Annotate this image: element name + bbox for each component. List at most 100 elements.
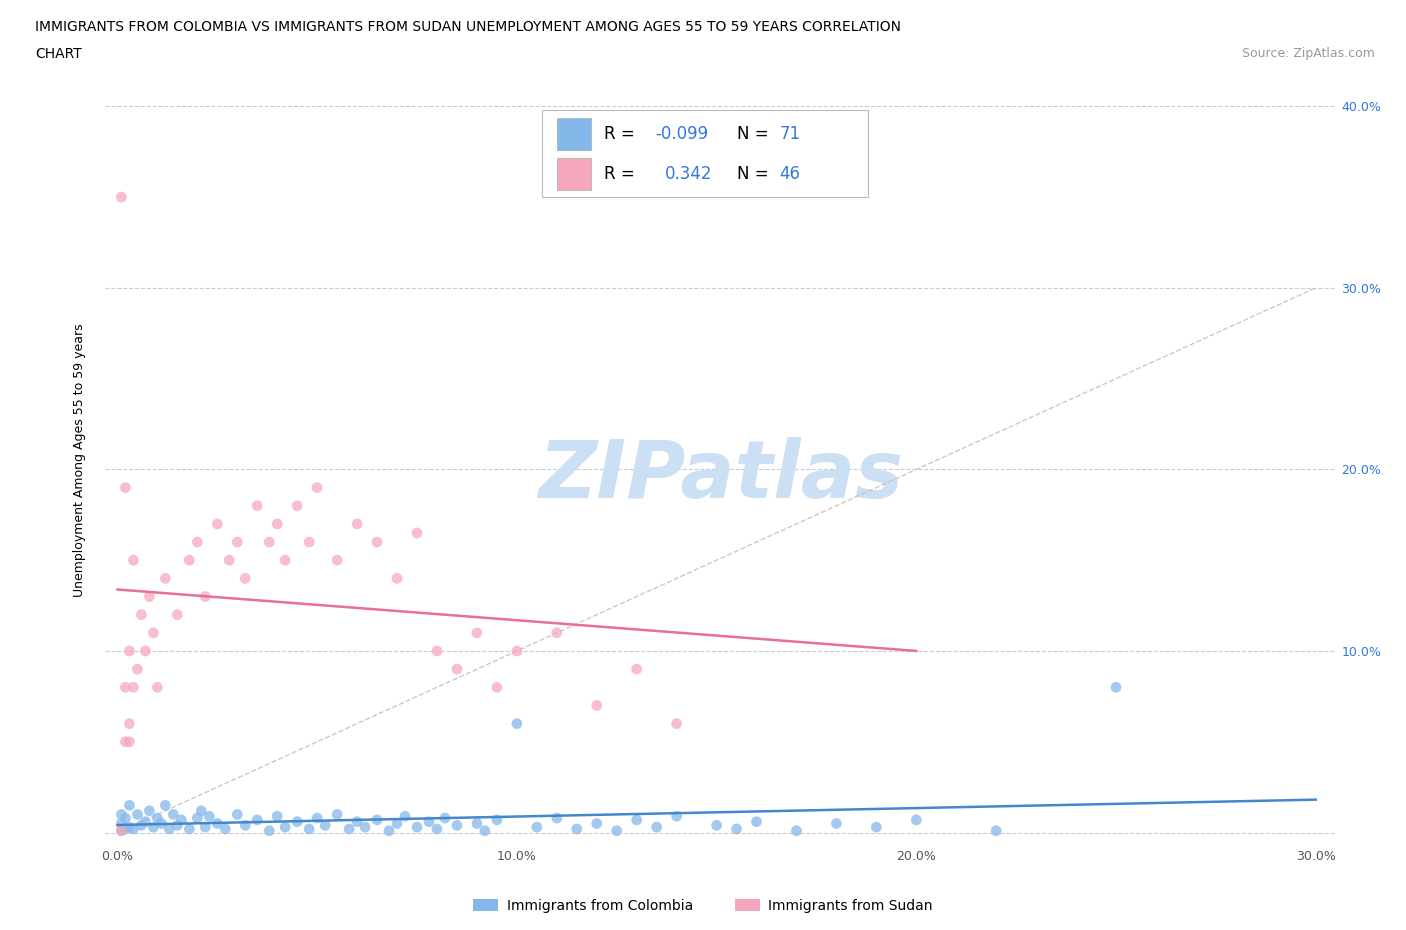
Text: 0.342: 0.342 [665,166,713,183]
Text: IMMIGRANTS FROM COLOMBIA VS IMMIGRANTS FROM SUDAN UNEMPLOYMENT AMONG AGES 55 TO : IMMIGRANTS FROM COLOMBIA VS IMMIGRANTS F… [35,20,901,34]
Point [366,535,388,550]
Text: N =: N = [737,126,773,143]
Point [198,809,221,824]
Point [226,807,249,822]
Point [326,807,349,822]
Point [207,816,229,830]
Point [207,516,229,531]
Point [307,480,329,495]
Text: R =: R = [603,126,640,143]
Point [298,535,321,550]
Point [186,811,208,826]
Text: -0.099: -0.099 [655,126,709,143]
Text: R =: R = [603,166,645,183]
Point [366,813,388,828]
Point [134,644,156,658]
Point [378,823,401,838]
Point [406,525,429,540]
Point [233,571,256,586]
Point [170,813,193,828]
Point [118,644,141,658]
Text: N =: N = [737,166,773,183]
Point [465,625,488,640]
Point [394,809,416,824]
Point [506,644,529,658]
Point [626,813,648,828]
Point [485,813,508,828]
Point [122,821,145,836]
Point [433,811,456,826]
Point [157,821,180,836]
Point [194,819,217,834]
Point [385,816,408,830]
Point [285,815,308,830]
Point [485,680,508,695]
Point [110,816,132,830]
Point [326,552,349,567]
Text: 71: 71 [779,126,801,143]
Point [134,815,156,830]
Point [114,735,136,750]
Point [114,811,136,826]
Point [465,816,488,830]
Point [606,823,628,838]
Point [110,823,132,838]
Point [446,662,468,677]
FancyBboxPatch shape [557,158,592,191]
Point [274,819,297,834]
Point [865,819,887,834]
Point [114,680,136,695]
Point [118,735,141,750]
Point [565,821,588,836]
Point [285,498,308,513]
Point [585,698,607,713]
Point [179,821,201,836]
Point [266,809,288,824]
Point [905,813,928,828]
Point [314,817,336,832]
Point [385,571,408,586]
Point [406,819,429,834]
Point [585,816,607,830]
Point [110,823,132,838]
Point [146,680,169,695]
Point [626,662,648,677]
FancyBboxPatch shape [543,110,869,197]
Point [246,498,269,513]
Point [114,480,136,495]
Point [725,821,748,836]
Point [190,804,212,818]
Point [546,811,568,826]
Point [446,817,468,832]
Point [110,190,132,205]
Point [155,798,177,813]
Point [146,811,169,826]
Point [337,821,360,836]
Point [118,819,141,834]
Point [785,823,807,838]
Point [218,552,240,567]
Point [122,552,145,567]
Text: ZIPatlas: ZIPatlas [538,436,903,514]
Text: Source: ZipAtlas.com: Source: ZipAtlas.com [1241,46,1375,60]
Point [131,817,153,832]
Point [127,807,149,822]
Point [825,816,848,830]
Point [1105,680,1128,695]
Point [166,817,188,832]
Point [114,821,136,836]
Point [706,817,728,832]
Point [138,804,160,818]
Point [645,819,668,834]
Point [745,815,768,830]
Text: 46: 46 [779,166,800,183]
Point [110,807,132,822]
Point [194,589,217,604]
Point [418,815,440,830]
Point [274,552,297,567]
Point [214,821,236,836]
Point [122,680,145,695]
Point [155,571,177,586]
Point [118,798,141,813]
Y-axis label: Unemployment Among Ages 55 to 59 years: Unemployment Among Ages 55 to 59 years [73,324,86,597]
